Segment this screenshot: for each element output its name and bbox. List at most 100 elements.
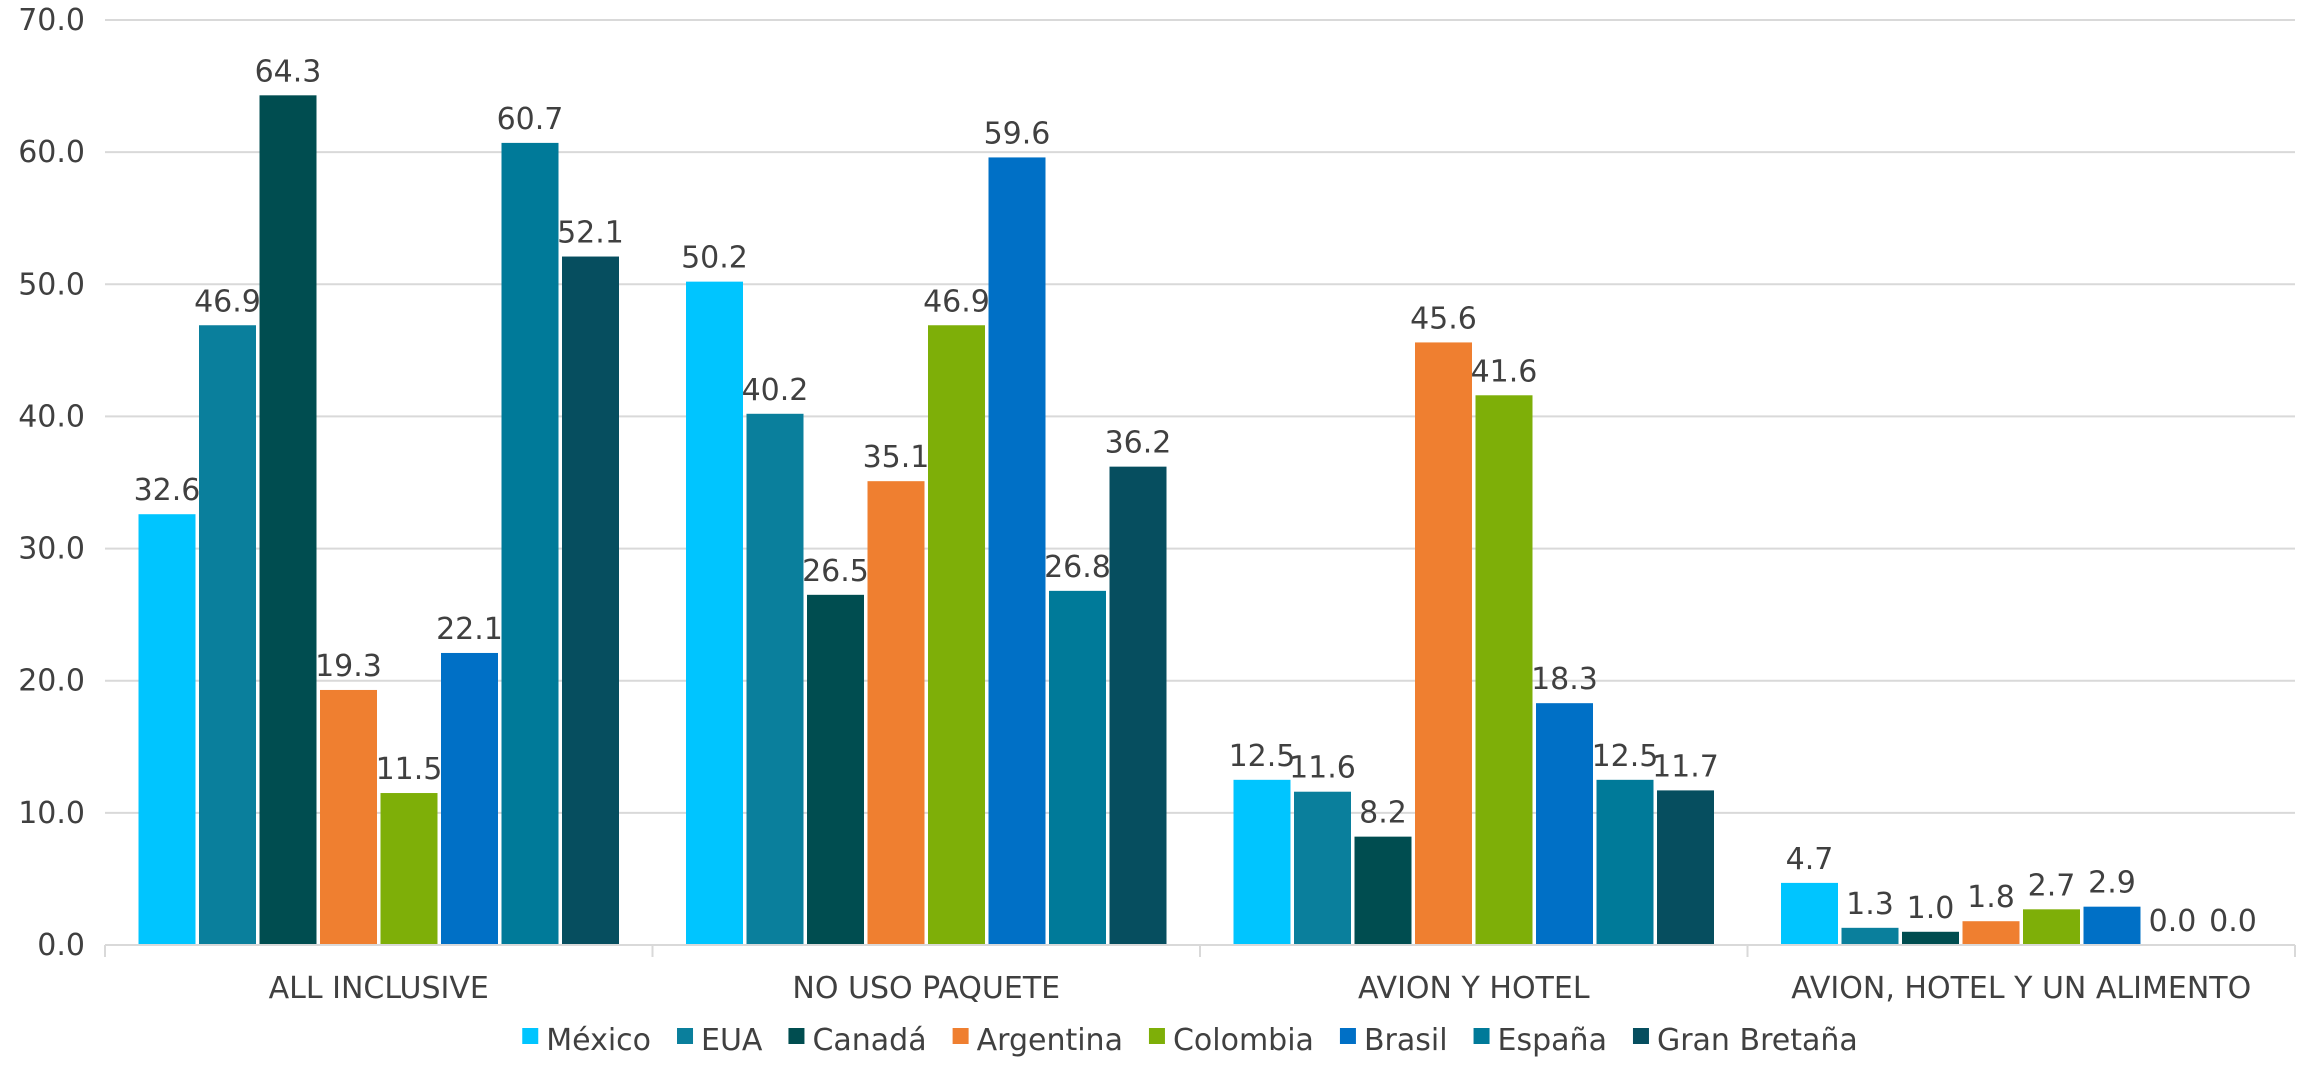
- legend-swatch: [788, 1028, 805, 1044]
- legend-swatch: [522, 1028, 539, 1044]
- x-category-label: NO USO PAQUETE: [792, 971, 1060, 1006]
- data-label: 26.5: [802, 554, 869, 589]
- bar: [1415, 342, 1472, 945]
- y-tick-label: 40.0: [18, 399, 85, 434]
- data-label: 40.2: [742, 373, 809, 408]
- data-label: 22.1: [436, 612, 503, 647]
- data-label: 12.5: [1229, 739, 1296, 774]
- bar: [1049, 590, 1106, 945]
- y-tick-label: 50.0: [18, 267, 85, 302]
- data-label: 2.9: [2088, 866, 2136, 901]
- data-label: 52.1: [557, 216, 624, 251]
- y-tick-label: 30.0: [18, 532, 85, 567]
- bar: [562, 256, 619, 945]
- bar: [686, 281, 743, 946]
- bar: [1902, 931, 1959, 945]
- legend-label: Canadá: [812, 1023, 926, 1058]
- data-label: 1.3: [1846, 887, 1894, 922]
- legend-item: Colombia: [1148, 1023, 1314, 1058]
- legend-label: Brasil: [1364, 1023, 1448, 1058]
- y-axis-tick-labels: 0.0 10.0 20.0 30.0 40.0 50.0 60.0 70.0: [18, 3, 85, 963]
- legend-swatch: [952, 1028, 969, 1044]
- data-label: 2.7: [2028, 868, 2076, 903]
- bar: [1841, 927, 1899, 945]
- legend-label: Argentina: [977, 1023, 1123, 1058]
- y-tick-label: 10.0: [18, 796, 85, 831]
- bar: [2023, 909, 2080, 945]
- data-label: 12.5: [1592, 739, 1659, 774]
- data-label: 32.6: [134, 473, 201, 508]
- bar: [501, 142, 559, 946]
- data-label: 26.8: [1044, 550, 1111, 585]
- y-tick-label: 20.0: [18, 664, 85, 699]
- bar: [807, 594, 864, 945]
- data-label: 4.7: [1786, 842, 1834, 877]
- bar: [746, 413, 804, 945]
- data-label: 11.7: [1652, 749, 1719, 784]
- bar: [1657, 790, 1714, 945]
- bar: [1781, 882, 1838, 945]
- bar: [138, 514, 196, 945]
- x-category-label: AVION Y HOTEL: [1358, 971, 1590, 1006]
- legend-item: Brasil: [1339, 1023, 1448, 1058]
- legend-item: Gran Bretaña: [1632, 1023, 1858, 1058]
- data-label: 50.2: [681, 241, 748, 276]
- y-tick-label: 0.0: [37, 928, 85, 963]
- legend-swatch: [1148, 1028, 1165, 1044]
- data-label: 46.9: [923, 284, 990, 319]
- bar: [1475, 395, 1533, 945]
- legend-swatch: [1339, 1028, 1356, 1044]
- bar: [441, 652, 498, 945]
- x-axis: ALL INCLUSIVE NO USO PAQUETE AVION Y HOTEL…: [104, 944, 2296, 1006]
- legend-swatch: [1632, 1028, 1649, 1044]
- bar: [1596, 779, 1654, 945]
- bar: [988, 157, 1046, 945]
- bar: [380, 793, 438, 945]
- legend-swatch: [677, 1028, 694, 1044]
- data-label: 0.0: [2209, 904, 2257, 939]
- data-label: 41.6: [1471, 354, 1538, 389]
- legend-item: EUA: [677, 1023, 763, 1058]
- data-label: 45.6: [1410, 301, 1477, 336]
- data-labels: 32.6 46.9 64.3 19.3 11.5 22.1 60.7 52.1 50.2 40.2…: [134, 54, 2257, 939]
- data-label: 60.7: [497, 102, 564, 137]
- legend-label: EUA: [701, 1023, 763, 1058]
- bar: [928, 325, 985, 945]
- legend: México EUA Canadá Argentina Colombia Brasil Es…: [522, 1023, 1858, 1058]
- y-tick-label: 60.0: [18, 135, 85, 170]
- data-label: 19.3: [315, 649, 382, 684]
- data-label: 59.6: [984, 116, 1051, 151]
- bar: [1354, 836, 1412, 945]
- legend-item: Canadá: [788, 1023, 927, 1058]
- legend-item: España: [1473, 1023, 1607, 1058]
- legend-label: España: [1498, 1023, 1607, 1058]
- y-tick-label: 70.0: [18, 3, 85, 38]
- x-category-label: AVION, HOTEL Y UN ALIMENTO: [1791, 971, 2251, 1006]
- data-label: 18.3: [1531, 662, 1598, 697]
- data-label: 8.2: [1359, 796, 1407, 831]
- bar: [1233, 779, 1291, 945]
- bar: [1294, 791, 1351, 945]
- legend-item: Argentina: [952, 1023, 1123, 1058]
- legend-label: Gran Bretaña: [1657, 1023, 1858, 1058]
- bar: [199, 325, 256, 945]
- data-label: 1.0: [1907, 891, 1955, 926]
- data-label: 35.1: [863, 440, 930, 475]
- data-label: 0.0: [2149, 904, 2197, 939]
- legend-swatch: [1473, 1028, 1490, 1044]
- bars: [138, 95, 2141, 946]
- grid-lines: [105, 19, 2295, 814]
- bar: [320, 689, 377, 945]
- data-label: 36.2: [1105, 426, 1172, 461]
- bar: [259, 95, 317, 946]
- bar: [1536, 703, 1593, 945]
- bar: [2083, 906, 2141, 945]
- data-label: 46.9: [194, 284, 261, 319]
- data-label: 64.3: [255, 54, 322, 89]
- bar: [867, 481, 925, 945]
- bar: [1109, 466, 1167, 945]
- data-label: 1.8: [1967, 880, 2015, 915]
- data-label: 11.6: [1289, 751, 1356, 786]
- legend-label: México: [546, 1023, 651, 1058]
